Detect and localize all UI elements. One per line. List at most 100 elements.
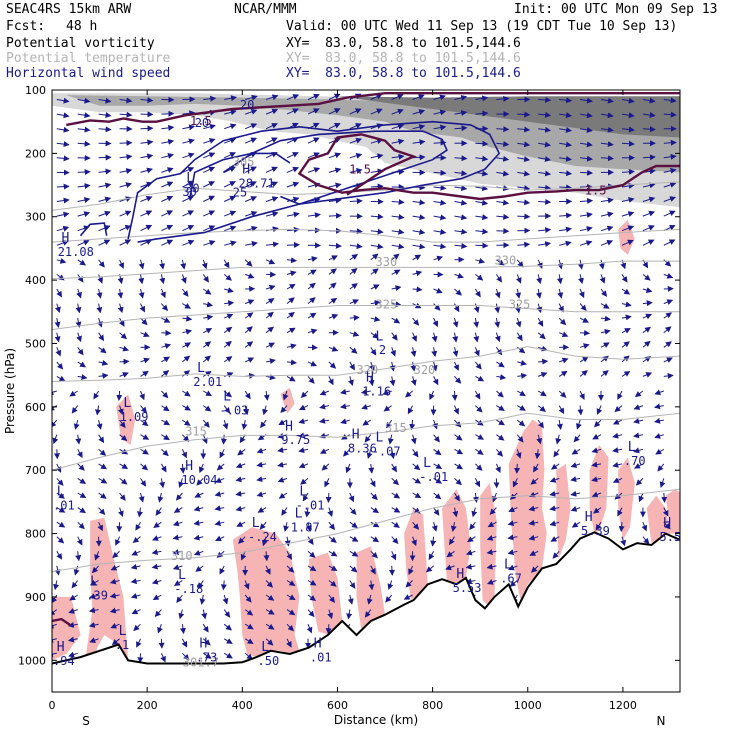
wind-vector-1024 (201, 609, 208, 620)
wind-vector-383 (536, 274, 543, 285)
wind-vector-540 (56, 361, 64, 370)
extremum-value-14: 10.04 (181, 473, 217, 487)
wind-vector-81 (496, 126, 510, 133)
wind-vector-519 (244, 341, 254, 348)
wind-vector-599 (663, 372, 674, 379)
wind-vector-986 (265, 580, 273, 588)
wind-vector-654 (558, 405, 565, 415)
wind-vector-115 (580, 141, 593, 148)
wind-vector-238 (642, 196, 656, 203)
wind-vector-793 (324, 478, 330, 488)
pink-shade-region-14 (618, 457, 635, 540)
wind-vector-761 (277, 461, 288, 468)
wind-vector-373 (328, 268, 337, 275)
wind-vector-157 (203, 166, 216, 173)
wind-vector-404 (349, 283, 358, 290)
wind-vector-802 (512, 478, 519, 488)
wind-vector-741 (496, 448, 503, 457)
extremum-marker-7: H (366, 371, 374, 386)
wind-vector-350 (475, 257, 486, 264)
x-tick-label-400: 400 (232, 699, 253, 712)
wind-vector-323 (538, 241, 552, 248)
wind-vector-998 (69, 594, 78, 601)
wind-vector-592 (517, 372, 528, 379)
wind-vector-920 (467, 536, 476, 543)
wind-vector-785 (159, 478, 166, 489)
wind-vector-48 (433, 109, 447, 116)
wind-vector-1051 (111, 638, 120, 646)
wind-vector-211 (77, 197, 91, 203)
extremum-marker-26: H (314, 637, 322, 652)
wind-vector-125 (161, 153, 174, 159)
pv-label-1: 1.5 (585, 184, 607, 198)
wind-vector-1036 (110, 622, 120, 629)
wind-vector-766 (391, 463, 397, 473)
wind-vector-897 (618, 522, 625, 533)
wind-label-3: 30 (185, 182, 199, 196)
wind-vector-168 (433, 169, 447, 176)
wind-vector-142 (517, 156, 531, 162)
wind-vector-844 (136, 507, 143, 518)
wind-vector-573 (119, 372, 129, 378)
wind-vector-460 (265, 311, 274, 319)
wind-vector-288 (433, 228, 447, 235)
wind-vector-516 (182, 342, 192, 348)
wind-vector-688 (633, 418, 644, 424)
wind-vector-382 (515, 274, 522, 284)
wind-vector-642 (299, 404, 309, 411)
wind-vector-426 (182, 303, 191, 309)
wind-vector-609 (244, 390, 251, 400)
wind-vector-429 (245, 299, 255, 305)
wind-vector-521 (286, 343, 297, 350)
wind-vector-484 (140, 331, 150, 338)
wind-vector-391 (76, 288, 82, 299)
wind-vector-181 (77, 183, 91, 190)
wind-vector-895 (571, 521, 581, 528)
wind-vector-445 (579, 303, 587, 312)
wind-vector-249 (245, 210, 258, 217)
wind-vector-1067 (223, 652, 233, 659)
wind-vector-250 (265, 211, 279, 218)
wind-vector-390 (56, 288, 63, 298)
wind-vector-967 (370, 565, 376, 575)
wind-vector-25 (580, 97, 593, 104)
wind-vector-826 (391, 492, 401, 499)
wind-vector-4 (140, 97, 154, 104)
extremum-marker-12: L (628, 440, 636, 455)
wind-vector-387 (621, 274, 628, 283)
pink-shade-region-2 (618, 219, 635, 255)
wind-vector-511 (77, 347, 84, 356)
wind-vector-803 (530, 478, 539, 485)
wind-vector-141 (496, 155, 510, 162)
wind-vector-656 (596, 405, 603, 415)
wind-vector-866 (593, 507, 602, 514)
wind-vector-1002 (152, 594, 162, 600)
wind-vector-1005 (222, 594, 229, 605)
wind-vector-807 (612, 477, 623, 483)
wind-vector-233 (538, 198, 552, 205)
wind-vector-422 (96, 303, 103, 314)
extremum-marker-11: L (423, 456, 431, 471)
wind-vector-510 (55, 347, 62, 357)
wind-vector-515 (161, 343, 172, 350)
wind-vector-163 (328, 167, 342, 174)
wind-vector-285 (370, 228, 384, 235)
wind-vector-297 (621, 225, 635, 232)
wind-vector-1025 (223, 609, 231, 618)
wind-vector-59 (663, 111, 677, 118)
wind-vector-469 (452, 317, 459, 328)
wind-vector-744 (553, 449, 560, 458)
below-ground-fill (52, 532, 680, 692)
forecast-label: Fcst: (6, 19, 46, 34)
wind-vector-212 (98, 196, 112, 203)
wind-vector-739 (454, 448, 464, 455)
wind-vector-834 (549, 490, 560, 497)
theta-contour-340 (52, 181, 680, 211)
wind-vector-901 (76, 536, 83, 546)
wind-vector-818 (214, 491, 225, 497)
wind-vector-458 (223, 313, 234, 320)
wind-vector-858 (433, 507, 440, 516)
wind-vector-764 (345, 463, 352, 474)
extremum-value-18: 5.39 (581, 524, 610, 538)
wind-vector-291 (496, 228, 510, 235)
